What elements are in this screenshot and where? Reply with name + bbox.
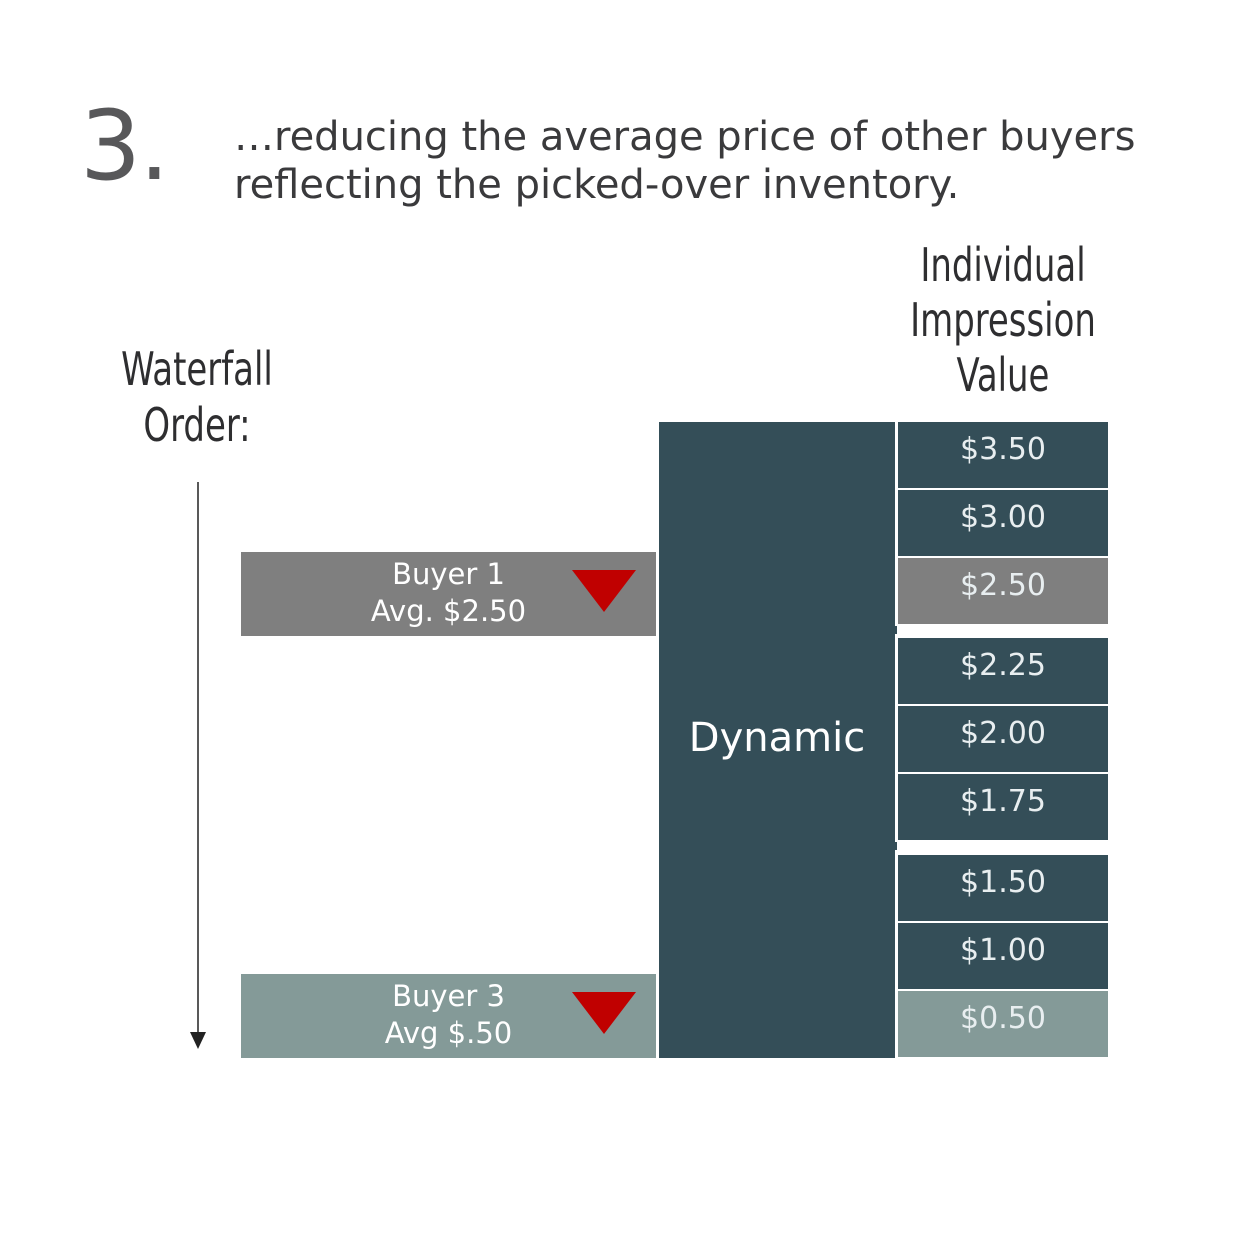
waterfall-order-arrow <box>190 482 206 1049</box>
value-header-line-2: Impression <box>910 293 1096 347</box>
impression-value-text: $1.75 <box>960 784 1046 819</box>
impression-value-cell: $3.00 <box>898 490 1108 556</box>
impression-value-text: $1.00 <box>960 933 1046 968</box>
impression-value-text: $2.00 <box>960 716 1046 751</box>
value-header-line-3: Value <box>956 348 1050 402</box>
headline-line-1: …reducing the average price of other buy… <box>234 114 1136 160</box>
impression-value-cell: $3.50 <box>898 422 1108 488</box>
buyer-1-name: Buyer 1 <box>392 557 505 591</box>
impression-value-text: $3.00 <box>960 500 1046 535</box>
buyer-3-bar: Buyer 3 Avg $.50 <box>241 974 656 1058</box>
dynamic-label: Dynamic <box>688 715 866 761</box>
impression-value-text: $2.25 <box>960 648 1046 683</box>
price-down-arrow-icon <box>572 992 636 1034</box>
impression-value-cell: $1.00 <box>898 923 1108 989</box>
waterfall-order-label: Waterfall Order: <box>90 341 304 453</box>
impression-value-cell: $0.50 <box>898 991 1108 1057</box>
buyer-3-name: Buyer 3 <box>392 979 505 1013</box>
buyer-1-text: Buyer 1 Avg. $2.50 <box>241 556 656 630</box>
dynamic-buyer-column: Dynamic <box>659 422 895 1058</box>
impression-value-text: $0.50 <box>960 1001 1046 1036</box>
step-number: 3. <box>80 90 170 202</box>
waterfall-label-line-1: Waterfall <box>121 342 273 396</box>
impression-value-text: $3.50 <box>960 432 1046 467</box>
impression-value-cell: $2.25 <box>898 638 1108 704</box>
headline-line-2: reflecting the picked-over inventory. <box>234 162 960 208</box>
buyer-1-average: Avg. $2.50 <box>370 594 527 628</box>
impression-value-header: Individual Impression Value <box>880 238 1126 403</box>
headline: …reducing the average price of other buy… <box>234 113 1136 209</box>
buyer-3-average: Avg $.50 <box>384 1016 513 1050</box>
impression-value-cell: $1.50 <box>898 855 1108 921</box>
impression-value-cell: $2.00 <box>898 706 1108 772</box>
buyer-1-bar: Buyer 1 Avg. $2.50 <box>241 552 656 636</box>
value-header-line-1: Individual <box>920 238 1086 292</box>
impression-value-text: $1.50 <box>960 865 1046 900</box>
price-down-arrow-icon <box>572 570 636 612</box>
impression-value-cell: $2.50 <box>898 558 1108 624</box>
impression-value-cell: $1.75 <box>898 774 1108 840</box>
group-connector <box>893 842 897 850</box>
impression-value-text: $2.50 <box>960 568 1046 603</box>
waterfall-label-line-2: Order: <box>143 398 251 452</box>
group-connector <box>893 626 897 634</box>
buyer-3-text: Buyer 3 Avg $.50 <box>241 978 656 1052</box>
